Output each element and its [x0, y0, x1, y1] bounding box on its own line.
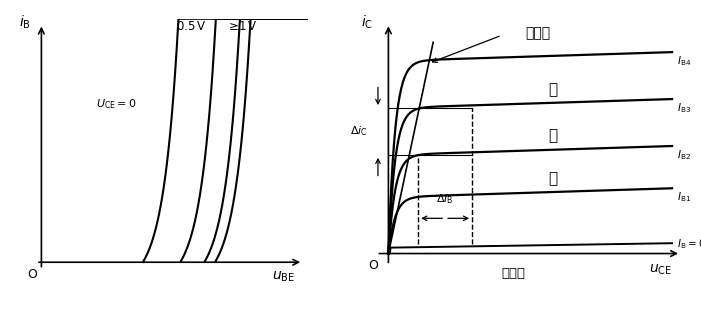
Text: $I_{\rm B3}$: $I_{\rm B3}$	[676, 101, 690, 115]
Text: O: O	[369, 259, 379, 272]
Text: $I_{\rm B}{=}0$: $I_{\rm B}{=}0$	[676, 237, 701, 251]
Text: $\Delta I_{\rm B}$: $\Delta I_{\rm B}$	[436, 192, 454, 207]
Text: O: O	[27, 268, 37, 281]
Text: $I_{\rm B2}$: $I_{\rm B2}$	[676, 148, 690, 162]
Text: 区: 区	[548, 171, 557, 186]
Text: $\geq\!1\,\rm V$: $\geq\!1\,\rm V$	[226, 20, 257, 33]
Text: $I_{\rm B1}$: $I_{\rm B1}$	[676, 190, 690, 204]
Text: $\Delta i_{\rm C}$: $\Delta i_{\rm C}$	[350, 125, 367, 138]
Text: $0.5\,\rm V$: $0.5\,\rm V$	[176, 20, 206, 33]
Text: 截止区: 截止区	[502, 267, 526, 280]
Text: $i_{\rm B}$: $i_{\rm B}$	[20, 13, 32, 31]
Text: 饱和区: 饱和区	[525, 26, 550, 40]
Text: $U_{\rm CE}{=}0$: $U_{\rm CE}{=}0$	[96, 97, 137, 111]
Text: $u_{\rm BE}$: $u_{\rm BE}$	[272, 269, 295, 284]
Text: $u_{\rm CE}$: $u_{\rm CE}$	[649, 263, 672, 277]
Text: $I_{\rm B4}$: $I_{\rm B4}$	[676, 54, 690, 68]
Text: 放: 放	[548, 82, 557, 97]
Text: 大: 大	[548, 129, 557, 144]
Text: $i_{\rm C}$: $i_{\rm C}$	[362, 13, 374, 31]
